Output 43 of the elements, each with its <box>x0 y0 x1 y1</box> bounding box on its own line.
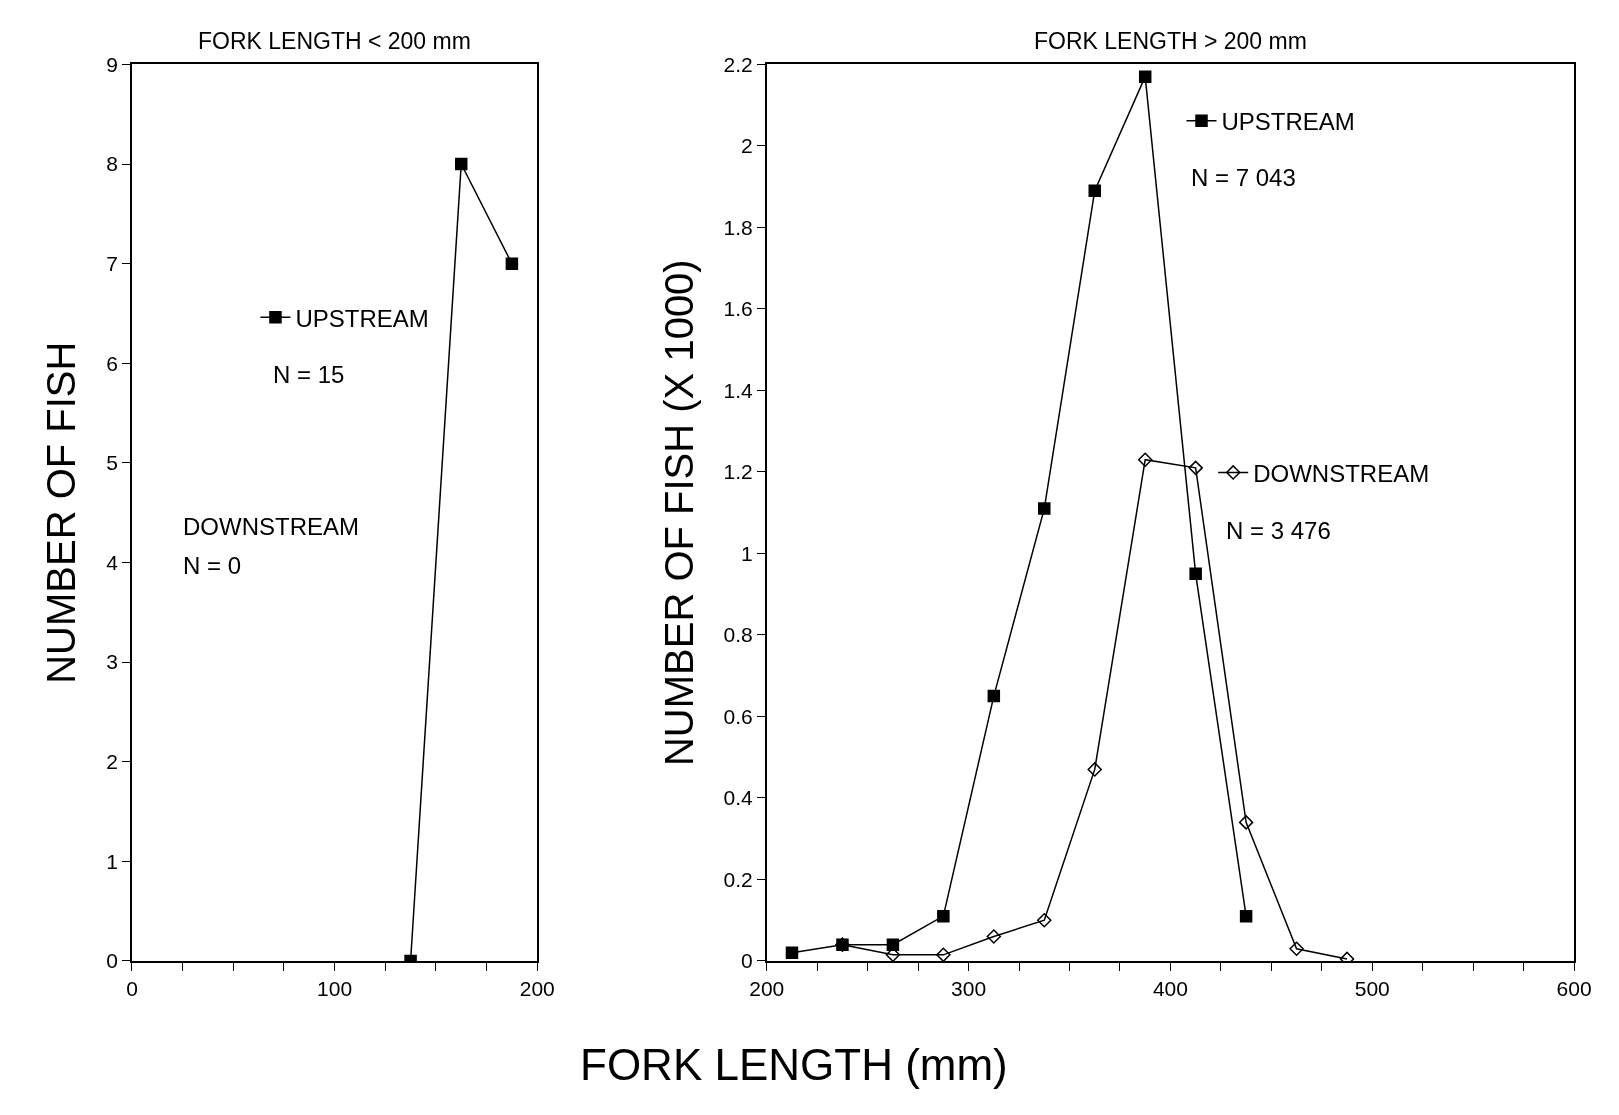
x-tick-label: 400 <box>1152 976 1188 1000</box>
y-axis-title: NUMBER OF FISH <box>39 341 84 684</box>
y-tick-label: 2 <box>106 750 119 774</box>
y-tick-label: 3 <box>106 650 119 674</box>
annotation: DOWNSTREAM <box>183 513 359 540</box>
y-tick-label: 0.6 <box>723 704 753 728</box>
legend-label: UPSTREAM <box>1221 108 1355 136</box>
y-tick-label: 0.4 <box>723 786 754 810</box>
y-tick-label: 9 <box>106 52 119 76</box>
annotation: N = 15 <box>273 361 345 388</box>
y-tick-label: 1.6 <box>723 297 753 321</box>
legend-label: DOWNSTREAM <box>1253 459 1430 487</box>
x-tick-label: 100 <box>317 976 353 1000</box>
x-tick-label: 500 <box>1354 976 1390 1000</box>
annotation: N = 7 043 <box>1191 164 1296 191</box>
y-tick-label: 1 <box>741 541 753 565</box>
y-tick-label: 0 <box>741 949 753 973</box>
y-tick-label: 5 <box>106 451 119 475</box>
y-tick-label: 1.4 <box>723 378 754 402</box>
x-tick-label: 200 <box>749 976 785 1000</box>
x-tick-label: 300 <box>951 976 987 1000</box>
y-tick-label: 8 <box>106 152 119 176</box>
y-tick-label: 6 <box>106 351 119 375</box>
chart-title: FORK LENGTH > 200 mm <box>1034 28 1307 54</box>
annotation: N = 3 476 <box>1226 517 1331 544</box>
annotation: N = 0 <box>183 552 242 579</box>
x-axis-title: FORK LENGTH (mm) <box>580 1040 1008 1089</box>
x-tick-label: 200 <box>519 976 555 1000</box>
y-tick-label: 1 <box>106 849 119 873</box>
x-tick-label: 0 <box>126 976 138 1000</box>
y-tick-label: 0.8 <box>723 623 753 647</box>
chart-title: FORK LENGTH < 200 mm <box>198 28 471 54</box>
x-tick-label: 600 <box>1556 976 1592 1000</box>
y-tick-label: 0.2 <box>723 867 753 891</box>
y-tick-label: 7 <box>106 252 119 275</box>
y-tick-label: 4 <box>106 550 119 574</box>
y-tick-label: 1.8 <box>723 215 753 239</box>
legend-label: UPSTREAM <box>295 304 429 332</box>
y-axis-title: NUMBER OF FISH (X 1000) <box>656 259 701 767</box>
y-tick-label: 2 <box>741 134 753 158</box>
y-tick-label: 2.2 <box>723 52 753 76</box>
y-tick-label: 1.2 <box>723 460 753 484</box>
y-tick-label: 0 <box>106 949 119 973</box>
